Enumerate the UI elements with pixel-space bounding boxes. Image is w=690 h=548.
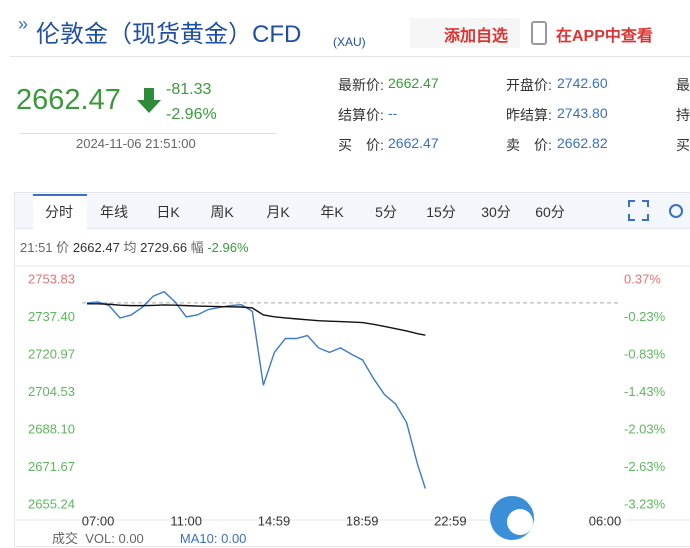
- series-line: [86, 290, 427, 489]
- logo-bg: [536, 506, 626, 534]
- y2-tick-label: -2.03%: [624, 421, 666, 436]
- info-time: 21:51: [20, 240, 53, 255]
- stat-value: 2662.47: [388, 75, 439, 91]
- info-line: 21:51 价 2662.47 均 2729.66 幅 -2.96%: [20, 237, 249, 256]
- y-tick-label: 2704.53: [28, 384, 75, 399]
- stat-value: --: [388, 105, 398, 121]
- x-tick-label: 22:59: [434, 513, 467, 528]
- stat-label: 最: [676, 77, 690, 93]
- add-watch[interactable]: 添加自选: [444, 28, 509, 45]
- stat-label: 最新价:: [338, 77, 384, 93]
- x-tick-label: 07:00: [82, 513, 115, 528]
- y-tick-label: 2671.67: [28, 459, 75, 474]
- tab[interactable]: 15分: [426, 204, 456, 220]
- stat-label: 昨结算:: [506, 107, 552, 123]
- x-tick-label: 06:00: [589, 513, 622, 528]
- stat-label: 卖 价:: [506, 137, 552, 153]
- change: -81.33: [166, 81, 212, 98]
- tab[interactable]: 分时: [45, 204, 73, 220]
- phone-icon: [531, 21, 547, 45]
- tab[interactable]: 年K: [320, 204, 344, 220]
- price: 2662.47: [16, 84, 121, 116]
- info-label: 幅: [190, 240, 204, 255]
- stat-value: 2662.82: [557, 135, 608, 151]
- info-amp: -2.96%: [207, 240, 249, 255]
- y2-tick-label: -1.43%: [624, 384, 666, 399]
- tab[interactable]: 5分: [375, 204, 397, 220]
- stat-label: 买 价:: [338, 137, 384, 153]
- icon: »: [18, 14, 29, 34]
- x-tick-label: 11:00: [170, 513, 202, 528]
- y2-tick-label: -3.23%: [624, 496, 666, 511]
- y-tick-label: 2753.83: [28, 271, 75, 286]
- y2-tick-label: 0.37%: [624, 271, 661, 286]
- active-tab-bg: [33, 194, 87, 229]
- info-avg: 2729.66: [140, 240, 188, 255]
- info-price: 2662.47: [72, 240, 120, 255]
- stat-label: 买: [676, 137, 690, 153]
- logo: [507, 509, 533, 535]
- info-label: 价: [56, 240, 70, 255]
- y2-tick-label: -0.83%: [624, 346, 666, 361]
- y-tick-label: 2737.40: [28, 309, 75, 324]
- footer: 成交 VOL: 0.00 MA10: 0.00: [52, 528, 246, 547]
- open-app[interactable]: 在APP中查看: [556, 28, 653, 45]
- chart-panel: [14, 192, 690, 547]
- tab-bar: [15, 193, 690, 229]
- y2-tick-label: -0.23%: [624, 309, 666, 324]
- stat-value: 2662.47: [388, 135, 439, 151]
- y2-tick-label: -2.63%: [624, 459, 666, 474]
- divider: [20, 133, 276, 134]
- quote-time: 2024-11-06 21:51:00: [76, 136, 196, 151]
- tab[interactable]: 60分: [535, 204, 565, 220]
- stat-value: 2743.80: [557, 105, 608, 121]
- subtitle: (XAU): [333, 35, 366, 49]
- stat-value: 2742.60: [557, 75, 608, 91]
- ma: MA10: 0.00: [179, 531, 247, 546]
- vol-title: 成交: [52, 531, 79, 546]
- vol: VOL: 0.00: [85, 531, 144, 546]
- tab[interactable]: 周K: [210, 204, 234, 220]
- stat-label: 结算价:: [338, 107, 384, 123]
- stat-label: 持: [676, 107, 690, 123]
- tab[interactable]: 日K: [156, 204, 180, 220]
- btn-bg: [410, 18, 520, 48]
- title: 伦敦金（现货黄金）CFD: [36, 21, 302, 48]
- info-label: 均: [123, 240, 137, 255]
- divider: [10, 56, 690, 57]
- y-tick-label: 2655.24: [28, 496, 75, 511]
- tab[interactable]: 30分: [481, 204, 511, 220]
- stat-label: 开盘价:: [506, 77, 552, 93]
- tab[interactable]: 月K: [266, 204, 290, 220]
- x-tick-label: 14:59: [258, 513, 291, 528]
- change-pct: -2.96%: [166, 106, 217, 123]
- tool-icons[interactable]: [628, 200, 688, 222]
- tab[interactable]: 年线: [100, 204, 128, 220]
- series-line: [87, 303, 426, 336]
- y-tick-label: 2720.97: [28, 346, 75, 361]
- down-arrow: [137, 88, 161, 113]
- y-tick-label: 2688.10: [28, 421, 75, 436]
- x-tick-label: 18:59: [346, 513, 379, 528]
